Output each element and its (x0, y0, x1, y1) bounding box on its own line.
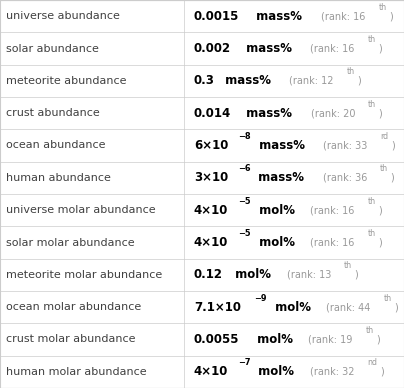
Text: (rank: 12: (rank: 12 (289, 76, 334, 86)
Text: 0.0015: 0.0015 (194, 10, 239, 23)
Text: 0.12: 0.12 (194, 268, 223, 281)
Text: solar molar abundance: solar molar abundance (6, 237, 135, 248)
Text: ocean molar abundance: ocean molar abundance (6, 302, 141, 312)
Text: 0.002: 0.002 (194, 42, 231, 55)
Text: (rank: 19: (rank: 19 (308, 334, 353, 345)
Text: mass%: mass% (242, 107, 292, 120)
Text: 4×10: 4×10 (194, 236, 228, 249)
Text: ): ) (391, 140, 395, 151)
Text: −5: −5 (238, 229, 251, 238)
Text: ): ) (378, 237, 382, 248)
Text: mass%: mass% (255, 171, 304, 184)
Text: th: th (368, 100, 376, 109)
Text: solar abundance: solar abundance (6, 43, 99, 54)
Text: (rank: 33: (rank: 33 (323, 140, 368, 151)
Text: mol%: mol% (231, 268, 271, 281)
Text: −6: −6 (238, 164, 251, 173)
Text: (rank: 20: (rank: 20 (311, 108, 355, 118)
Text: th: th (368, 35, 376, 44)
Text: 7.1×10: 7.1×10 (194, 301, 241, 314)
Text: ): ) (391, 173, 394, 183)
Text: mol%: mol% (255, 365, 295, 378)
Text: ): ) (379, 108, 382, 118)
Text: ): ) (355, 270, 358, 280)
Text: (rank: 44: (rank: 44 (326, 302, 371, 312)
Text: 4×10: 4×10 (194, 365, 228, 378)
Text: meteorite molar abundance: meteorite molar abundance (6, 270, 162, 280)
Text: (rank: 32: (rank: 32 (310, 367, 355, 377)
Text: human molar abundance: human molar abundance (6, 367, 147, 377)
Text: ): ) (394, 302, 398, 312)
Text: ): ) (378, 205, 382, 215)
Text: (rank: 16: (rank: 16 (321, 11, 365, 21)
Text: mol%: mol% (255, 236, 295, 249)
Text: 0.014: 0.014 (194, 107, 231, 120)
Text: 6×10: 6×10 (194, 139, 228, 152)
Text: th: th (384, 294, 392, 303)
Text: mass%: mass% (252, 10, 303, 23)
Text: th: th (368, 197, 376, 206)
Text: 0.3: 0.3 (194, 74, 215, 87)
Text: −9: −9 (255, 294, 267, 303)
Text: mass%: mass% (242, 42, 292, 55)
Text: (rank: 16: (rank: 16 (310, 43, 355, 54)
Text: −5: −5 (238, 197, 251, 206)
Text: 4×10: 4×10 (194, 204, 228, 217)
Text: ): ) (378, 43, 382, 54)
Text: nd: nd (368, 358, 377, 367)
Text: −8: −8 (238, 132, 251, 141)
Text: th: th (366, 326, 374, 335)
Text: mol%: mol% (252, 333, 292, 346)
Text: mol%: mol% (255, 204, 295, 217)
Text: ): ) (389, 11, 393, 21)
Text: universe abundance: universe abundance (6, 11, 120, 21)
Text: ): ) (376, 334, 380, 345)
Text: ): ) (357, 76, 361, 86)
Text: meteorite abundance: meteorite abundance (6, 76, 126, 86)
Text: universe molar abundance: universe molar abundance (6, 205, 156, 215)
Text: mass%: mass% (255, 139, 305, 152)
Text: th: th (344, 261, 352, 270)
Text: 3×10: 3×10 (194, 171, 228, 184)
Text: human abundance: human abundance (6, 173, 111, 183)
Text: (rank: 16: (rank: 16 (310, 237, 355, 248)
Text: th: th (368, 229, 376, 238)
Text: (rank: 13: (rank: 13 (287, 270, 331, 280)
Text: th: th (378, 3, 386, 12)
Text: th: th (380, 164, 388, 173)
Text: rd: rd (381, 132, 389, 141)
Text: ): ) (381, 367, 384, 377)
Text: crust abundance: crust abundance (6, 108, 100, 118)
Text: mass%: mass% (221, 74, 271, 87)
Text: (rank: 36: (rank: 36 (323, 173, 367, 183)
Text: mol%: mol% (271, 301, 311, 314)
Text: ocean abundance: ocean abundance (6, 140, 105, 151)
Text: crust molar abundance: crust molar abundance (6, 334, 136, 345)
Text: th: th (347, 67, 355, 76)
Text: 0.0055: 0.0055 (194, 333, 240, 346)
Text: −7: −7 (238, 358, 251, 367)
Text: (rank: 16: (rank: 16 (310, 205, 355, 215)
